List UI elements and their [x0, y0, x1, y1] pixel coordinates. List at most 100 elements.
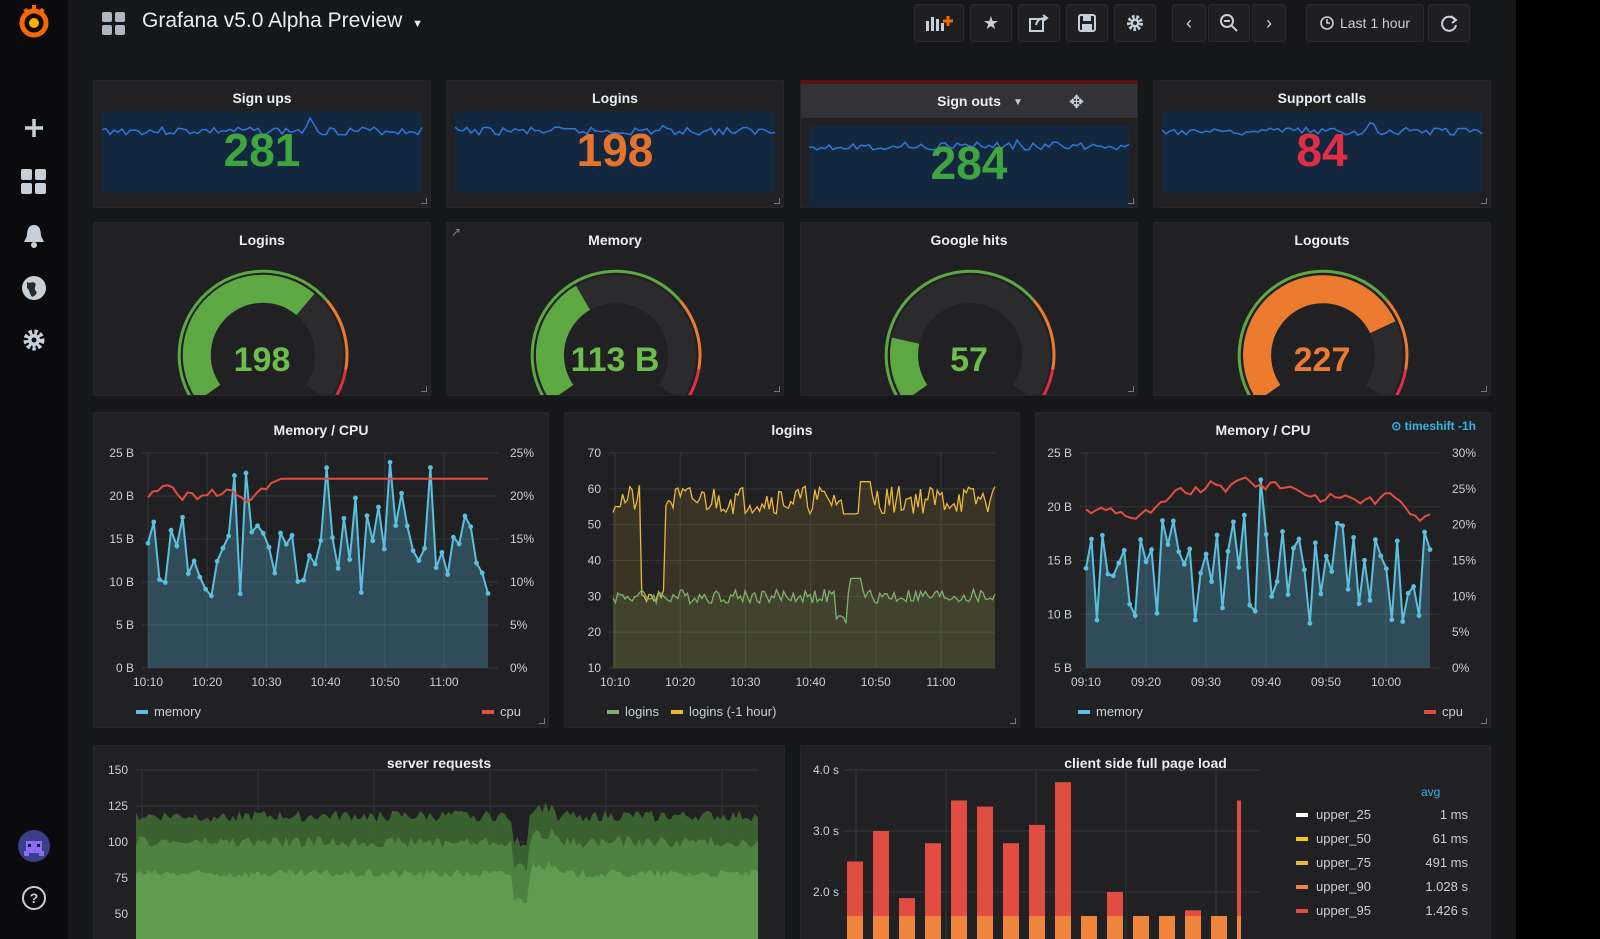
memory-cpu-timeshift-graph-panel[interactable]: Memory / CPU ⊙ timeshift -1h 25 B 20 B 15 … — [1035, 412, 1491, 728]
memory-series-point — [341, 515, 347, 521]
page-load-panel[interactable]: client side full page load 4.0 s 3.0 s 2.0… — [800, 745, 1491, 939]
legend-item-cpu[interactable]: cpu — [482, 704, 521, 719]
globe-icon[interactable] — [14, 268, 54, 308]
refresh-button[interactable] — [1428, 4, 1470, 42]
time-range-picker[interactable]: Last 1 hour — [1306, 4, 1424, 42]
legend-item-upper_90[interactable]: upper_90 1.028 s — [1296, 879, 1468, 894]
panel-title[interactable]: Support calls — [1277, 90, 1367, 106]
memory-series-line — [1085, 479, 1431, 624]
memory-series-point — [1329, 569, 1335, 574]
panel-title[interactable]: Sign outs — [937, 93, 1001, 109]
panel-header-hover[interactable] — [801, 84, 1137, 118]
plus-icon[interactable] — [14, 108, 54, 148]
dashboard-grid-icon[interactable] — [102, 12, 126, 41]
memory-cpu-chart[interactable]: 25 B 20 B 15 B 10 B 5 B 0 B 25% 20% 15% 10% 5% 0% 10… — [94, 413, 549, 728]
resize-handle-icon[interactable] — [774, 386, 780, 392]
server-requests-panel[interactable]: server requests 150 125 100 75 50 — [93, 745, 785, 939]
panel-title[interactable]: Logins — [592, 90, 638, 106]
memory-cpu-timeshift-chart[interactable]: 25 B 20 B 15 B 10 B 5 B 30% 25% 20% 15% 10% 5% 0% 09… — [1036, 413, 1491, 728]
memory-series-point — [260, 530, 266, 536]
gauge-panel-google-hits[interactable]: Google hits 57 — [800, 222, 1138, 396]
time-back-button[interactable]: ‹ — [1172, 4, 1206, 42]
sidebar: ? — [0, 0, 68, 939]
page-load-chart[interactable]: 4.0 s 3.0 s 2.0 s — [801, 746, 1491, 939]
legend-item-memory[interactable]: memory — [1078, 704, 1143, 719]
resize-handle-icon[interactable] — [1128, 386, 1134, 392]
logins-graph-panel[interactable]: logins 70 60 50 40 30 20 10 10:10 10:20 10:30 10:4… — [564, 412, 1020, 728]
legend-swatch — [1296, 884, 1308, 889]
share-button[interactable] — [1018, 4, 1060, 42]
panel-title[interactable]: Logins — [239, 232, 285, 248]
move-icon[interactable]: ✥ — [1069, 92, 1085, 112]
memory-series-point — [232, 473, 237, 478]
memory-series-point — [1116, 560, 1122, 566]
zoom-out-button[interactable] — [1208, 4, 1250, 42]
legend-item-upper_95[interactable]: upper_95 1.426 s — [1296, 903, 1468, 918]
time-forward-button[interactable]: › — [1252, 4, 1286, 42]
memory-series-point — [1307, 620, 1313, 626]
memory-series-point — [474, 560, 479, 566]
legend-header-avg[interactable]: avg — [1421, 785, 1441, 799]
star-button[interactable]: ★ — [970, 4, 1012, 42]
settings-button[interactable] — [1114, 4, 1156, 42]
gauge-panel-logouts[interactable]: Logouts 227 — [1153, 222, 1491, 396]
bell-icon[interactable] — [14, 216, 54, 256]
stat-value: 84 — [1296, 124, 1348, 176]
y-tick-label: 3.0 s — [813, 824, 839, 838]
user-avatar-icon[interactable] — [14, 826, 54, 866]
page-load-bar-segment — [873, 916, 889, 939]
panel-title[interactable]: Logouts — [1294, 232, 1350, 248]
grafana-logo-icon[interactable] — [14, 2, 54, 42]
resize-handle-icon[interactable] — [1128, 198, 1134, 204]
legend-item-upper_75[interactable]: upper_75 491 ms — [1296, 855, 1468, 870]
memory-series-point — [1236, 564, 1242, 570]
gear-icon[interactable] — [14, 320, 54, 360]
memory-series-point — [1209, 579, 1214, 585]
memory-series-point — [1089, 536, 1094, 542]
panel-title[interactable]: Sign ups — [232, 90, 292, 106]
memory-series-point — [1356, 601, 1362, 607]
gauge-panel-logins[interactable]: Logins 198 — [93, 222, 431, 396]
help-icon[interactable]: ? — [14, 878, 54, 918]
resize-handle-icon[interactable] — [421, 198, 427, 204]
gauge-panel-memory[interactable]: Memory ↗ 113 B — [446, 222, 784, 396]
legend-item-cpu[interactable]: cpu — [1424, 704, 1463, 719]
save-button[interactable] — [1066, 4, 1108, 42]
legend-swatch — [1296, 812, 1308, 817]
resize-handle-icon[interactable] — [774, 198, 780, 204]
resize-handle-icon[interactable] — [539, 718, 545, 724]
dashboards-icon[interactable] — [14, 162, 54, 202]
caret-down-icon[interactable]: ▼ — [1013, 97, 1023, 108]
stat-panel-logins[interactable]: Logins 198 — [446, 80, 784, 208]
dashboard-title[interactable]: Grafana v5.0 Alpha Preview ▼ — [142, 9, 423, 33]
legend-item-logins-1h[interactable]: logins (-1 hour) — [671, 704, 776, 719]
panel-title[interactable]: Google hits — [930, 232, 1008, 248]
resize-handle-icon[interactable] — [1481, 386, 1487, 392]
memory-cpu-graph-panel[interactable]: Memory / CPU 25 B 20 B 15 B 10 B 5 B 0 B 25% 20… — [93, 412, 549, 728]
panel-title[interactable]: Memory — [588, 232, 642, 248]
x-tick-label: 10:20 — [192, 675, 222, 689]
memory-series-point — [370, 538, 376, 544]
legend-item-memory[interactable]: memory — [136, 704, 201, 719]
external-link-icon[interactable]: ↗ — [451, 225, 462, 239]
resize-handle-icon[interactable] — [421, 386, 427, 392]
memory-series-point — [324, 465, 330, 471]
server-requests-chart[interactable]: 150 125 100 75 50 — [94, 746, 785, 939]
y-tick-label: 10 B — [1047, 607, 1072, 621]
right-margin — [1516, 0, 1600, 939]
resize-handle-icon[interactable] — [1010, 718, 1016, 724]
add-panel-button[interactable] — [914, 4, 964, 42]
y-right-tick-label: 0% — [510, 661, 528, 675]
stat-panel-sign-ups[interactable]: Sign ups 281 — [93, 80, 431, 208]
legend-item-upper_25[interactable]: upper_25 1 ms — [1296, 807, 1468, 822]
clock-icon — [1320, 16, 1334, 30]
memory-series-point — [306, 553, 312, 558]
resize-handle-icon[interactable] — [1481, 718, 1487, 724]
stat-panel-support-calls[interactable]: Support calls 84 — [1153, 80, 1491, 208]
legend-item-logins[interactable]: logins — [607, 704, 659, 719]
legend-item-upper_50[interactable]: upper_50 61 ms — [1296, 831, 1468, 846]
y-right-tick-label: 20% — [1452, 518, 1476, 532]
stat-panel-sign-outs[interactable]: Sign outs ▼ ✥ 284 — [800, 80, 1138, 208]
resize-handle-icon[interactable] — [1481, 198, 1487, 204]
